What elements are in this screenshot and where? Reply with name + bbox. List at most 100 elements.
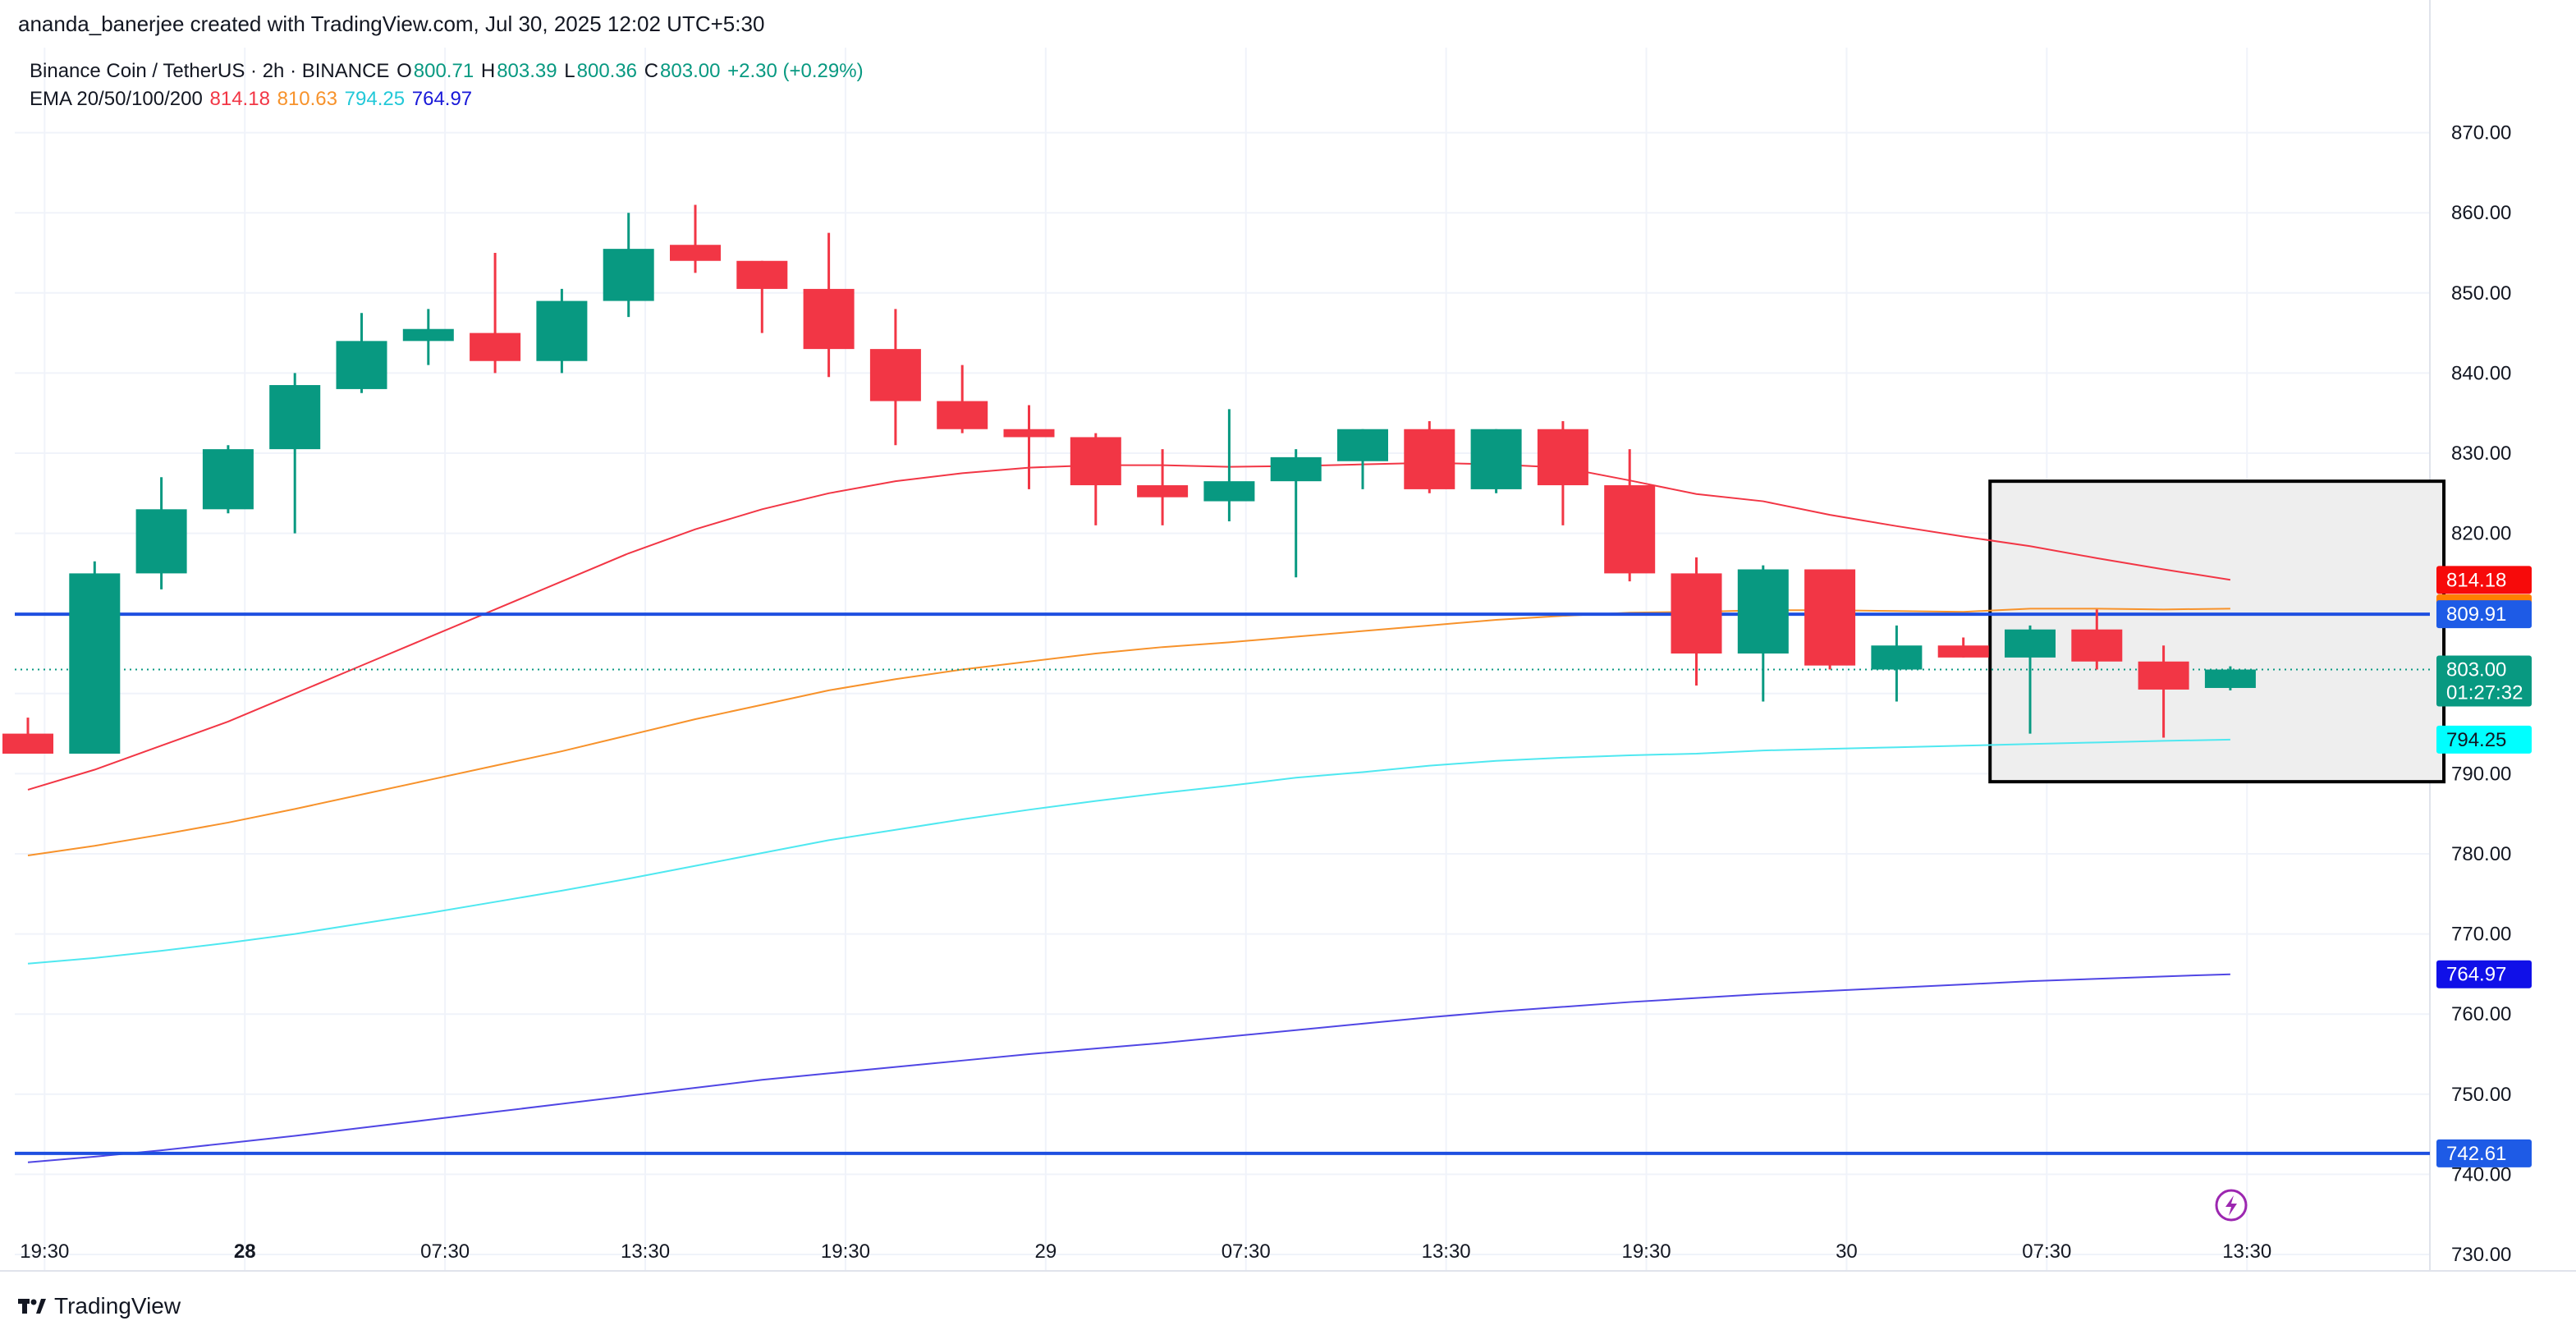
candle-body [1203,481,1255,502]
ema20-badge-bg [2436,566,2532,594]
time-tick-label: 29 [1034,1241,1057,1263]
price-tick-label: 790.00 [2451,763,2511,785]
lightning-circle [2215,1189,2248,1222]
open-value: 800.71 [413,60,474,82]
lightning-bolt [2225,1195,2237,1216]
price-tick-label: 870.00 [2451,122,2511,144]
price-tick-label: 850.00 [2451,282,2511,305]
candle-body [336,341,387,389]
candle-body [2071,629,2123,662]
ema20-value: 814.18 [209,88,270,110]
horizontal-lines [15,612,2430,1155]
candle-body [69,573,121,754]
candles [2,204,2256,754]
time-axis[interactable]: 19:30 28 07:30 13:30 19:30 29 07:30 13:30 19:30 3… [20,1241,2271,1263]
candle-body [1137,485,1189,498]
candle-body [470,332,521,361]
price-tick-label: 830.00 [2451,443,2511,465]
candle-body [1871,645,1923,670]
last-price-badge-countdown: 01:27:32 [2446,682,2523,704]
candle-body [803,288,855,350]
ema200-badge: 764.97 [2446,964,2506,986]
candle-body [1337,429,1388,461]
low-value: 800.36 [576,60,638,82]
candle-body [1671,573,1722,654]
candle-body [1470,429,1522,489]
ema50-value: 810.63 [277,88,337,110]
grid [0,0,2576,1272]
symbol-name: Binance Coin / TetherUS · 2h · BINANCE [30,60,390,82]
price-tick-label: 730.00 [2451,1244,2511,1266]
candle-body [603,249,654,301]
symbol-row: Binance Coin / TetherUS · 2h · BINANCE O… [30,57,865,85]
candle-body [1737,569,1789,654]
ema-label: EMA 20/50/100/200 [30,88,203,110]
time-tick-label: 13:30 [621,1241,670,1263]
candle-body [202,449,254,510]
tradingview-logo-icon[interactable] [18,1297,46,1315]
candle-body [2138,661,2189,690]
ema20-badge: 814.18 [2446,569,2506,591]
time-tick-label: 19:30 [20,1241,69,1263]
price-tick-label: 820.00 [2451,523,2511,545]
footer-brand: TradingView [54,1293,181,1319]
time-tick-label: 30 [1836,1241,1858,1263]
level-badge-bg [2436,1139,2532,1167]
candle-body [869,349,921,401]
price-tick-label: 770.00 [2451,924,2511,946]
candle-body [269,385,321,450]
ema100-value: 794.25 [344,88,406,110]
high-value: 803.39 [497,60,557,82]
candle-body [1604,485,1656,574]
candle-body [1404,429,1455,489]
price-badges: 814.18810.63809.91742.61803.0001:27:3279… [2436,566,2532,1167]
candle-body [135,509,187,574]
ema100-badge: 794.25 [2446,729,2506,751]
candle-body [937,401,988,429]
price-tick-label: 780.00 [2451,843,2511,865]
ema200-value: 764.97 [411,88,473,110]
ema-line-ema200 [27,973,2230,1163]
ema-row: EMA 20/50/100/200 814.18 810.63 794.25 7… [30,85,865,113]
candle-body [736,260,788,289]
candle-body [1003,429,1055,438]
candle-body [1537,429,1588,486]
ema-line-ema20 [27,461,2231,791]
last-price-badge: 803.00 [2446,659,2506,681]
price-tick-label: 860.00 [2451,202,2511,224]
time-tick-label: 07:30 [420,1241,470,1263]
time-tick-label: 07:30 [2022,1241,2071,1263]
time-tick-label: 13:30 [1422,1241,1471,1263]
last-price-badge-bg [2436,655,2532,707]
ema-line-ema100 [27,738,2230,965]
close-value: 803.00 [660,60,721,82]
high-label: H [480,60,496,82]
candle-body [670,245,721,261]
candle-body [402,328,454,342]
candle-body [2005,629,2056,658]
candle-body [1270,456,1322,482]
lightning-icon[interactable] [2215,1189,2248,1222]
price-tick-label: 840.00 [2451,362,2511,384]
ema200-badge-bg [2436,960,2532,988]
chart-legend: Binance Coin / TetherUS · 2h · BINANCE O… [30,57,865,113]
candle-body [1937,645,1989,658]
ema-lines [27,461,2231,1163]
open-label: O [396,60,412,82]
price-tick-label: 750.00 [2451,1084,2511,1106]
highlight-rectangle [1988,479,2446,784]
candle-body [2,733,53,754]
time-tick-label: 07:30 [1222,1241,1271,1263]
time-tick-label: 28 [234,1241,256,1263]
candle-body [2204,669,2256,688]
low-label: L [564,60,575,82]
highlight-box [1988,479,2446,784]
candle-body [536,300,588,361]
footer: TradingView [0,1282,2576,1330]
attribution-header: ananda_banerjee created with TradingView… [18,11,765,36]
ema-line-ema50 [27,608,2230,856]
price-tick-label: 760.00 [2451,1003,2511,1025]
change-value: +2.30 (+0.29%) [727,60,864,82]
ema100-badge-bg [2436,725,2532,754]
